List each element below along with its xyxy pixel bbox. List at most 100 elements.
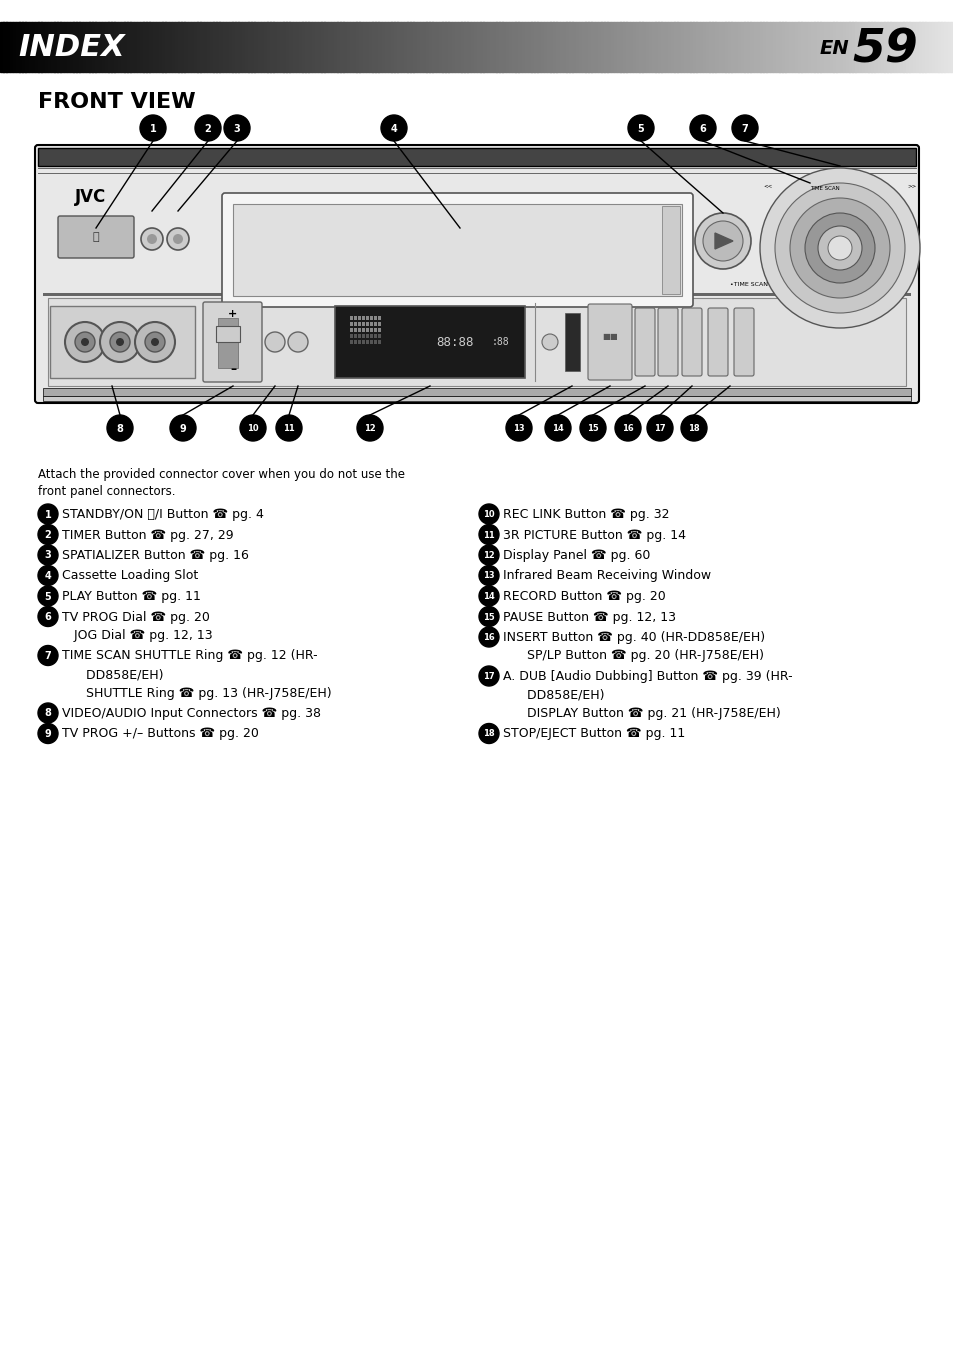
Bar <box>679 22 683 71</box>
Text: <<: << <box>762 183 772 189</box>
Bar <box>639 22 642 71</box>
Text: SPATIALIZER Button ☎ pg. 16: SPATIALIZER Button ☎ pg. 16 <box>62 549 249 563</box>
Bar <box>632 22 636 71</box>
Circle shape <box>646 415 672 441</box>
Bar <box>381 22 385 71</box>
Circle shape <box>110 332 130 352</box>
Circle shape <box>627 115 654 142</box>
Text: 11: 11 <box>283 424 294 433</box>
Bar <box>622 22 626 71</box>
Bar <box>370 328 373 332</box>
Circle shape <box>478 585 498 606</box>
Circle shape <box>478 607 498 626</box>
Bar <box>327 22 331 71</box>
Bar <box>867 22 871 71</box>
Circle shape <box>240 415 266 441</box>
Bar <box>19 22 23 71</box>
Bar <box>370 322 373 326</box>
Bar <box>540 22 544 71</box>
Bar <box>377 340 380 344</box>
Bar <box>388 22 392 71</box>
Text: 2: 2 <box>204 124 212 134</box>
Bar <box>162 22 166 71</box>
Bar <box>298 22 302 71</box>
Circle shape <box>75 332 95 352</box>
Bar <box>41 22 45 71</box>
Text: 13: 13 <box>482 572 495 580</box>
Text: 6: 6 <box>45 612 51 622</box>
Text: Cassette Loading Slot: Cassette Loading Slot <box>62 569 198 583</box>
Circle shape <box>478 666 498 687</box>
Bar <box>377 328 380 332</box>
Bar <box>693 22 697 71</box>
Circle shape <box>478 723 498 743</box>
Bar <box>746 22 750 71</box>
Bar <box>279 22 283 71</box>
Circle shape <box>695 213 750 268</box>
Bar <box>203 22 207 71</box>
Bar <box>16 22 20 71</box>
Bar <box>215 326 240 343</box>
Bar <box>553 22 557 71</box>
Bar <box>734 22 738 71</box>
Bar <box>43 389 910 397</box>
Bar <box>218 318 237 368</box>
Text: EN: EN <box>820 39 849 58</box>
Bar <box>829 22 833 71</box>
Text: TIME SCAN: TIME SCAN <box>809 186 839 192</box>
Bar <box>370 340 373 344</box>
Bar <box>95 22 99 71</box>
Circle shape <box>141 228 163 250</box>
Bar <box>896 22 900 71</box>
Text: 1: 1 <box>45 510 51 519</box>
Bar <box>375 22 378 71</box>
Bar <box>407 22 411 71</box>
Bar <box>222 22 226 71</box>
Text: front panel connectors.: front panel connectors. <box>38 486 175 498</box>
Bar <box>517 22 521 71</box>
Bar <box>354 316 356 320</box>
Text: STOP/EJECT Button ☎ pg. 11: STOP/EJECT Button ☎ pg. 11 <box>502 727 684 741</box>
Bar <box>575 22 578 71</box>
Text: 1: 1 <box>150 124 156 134</box>
Bar <box>496 22 499 71</box>
Text: +: + <box>228 309 237 318</box>
Bar <box>784 22 788 71</box>
Bar <box>460 22 464 71</box>
Bar <box>397 22 401 71</box>
Text: 9: 9 <box>179 424 186 433</box>
Text: 16: 16 <box>621 424 633 433</box>
Bar <box>131 22 134 71</box>
Bar <box>564 313 579 371</box>
Circle shape <box>478 505 498 523</box>
Circle shape <box>827 236 851 260</box>
Bar <box>121 22 125 71</box>
Text: 14: 14 <box>552 424 563 433</box>
Text: •TIME SCAN: •TIME SCAN <box>729 282 767 286</box>
Text: 14: 14 <box>482 592 495 602</box>
Bar <box>191 22 194 71</box>
Bar <box>350 322 353 326</box>
Bar <box>858 22 862 71</box>
Circle shape <box>478 525 498 545</box>
Bar <box>893 22 897 71</box>
Text: STANDBY/ON ⏻/I Button ☎ pg. 4: STANDBY/ON ⏻/I Button ☎ pg. 4 <box>62 509 264 521</box>
Bar <box>264 22 268 71</box>
Bar <box>350 22 354 71</box>
Text: JVC: JVC <box>75 188 106 206</box>
Bar <box>927 22 931 71</box>
Bar <box>750 22 754 71</box>
Bar <box>213 22 216 71</box>
Circle shape <box>731 115 758 142</box>
Bar <box>184 22 188 71</box>
Bar <box>543 22 547 71</box>
Bar <box>335 306 524 378</box>
Text: TV PROG +/– Buttons ☎ pg. 20: TV PROG +/– Buttons ☎ pg. 20 <box>62 727 258 741</box>
Bar <box>817 22 821 71</box>
Bar <box>498 22 502 71</box>
Bar <box>172 22 175 71</box>
Bar <box>374 322 376 326</box>
Text: 8: 8 <box>116 424 123 433</box>
Bar <box>357 322 360 326</box>
Bar <box>114 22 118 71</box>
